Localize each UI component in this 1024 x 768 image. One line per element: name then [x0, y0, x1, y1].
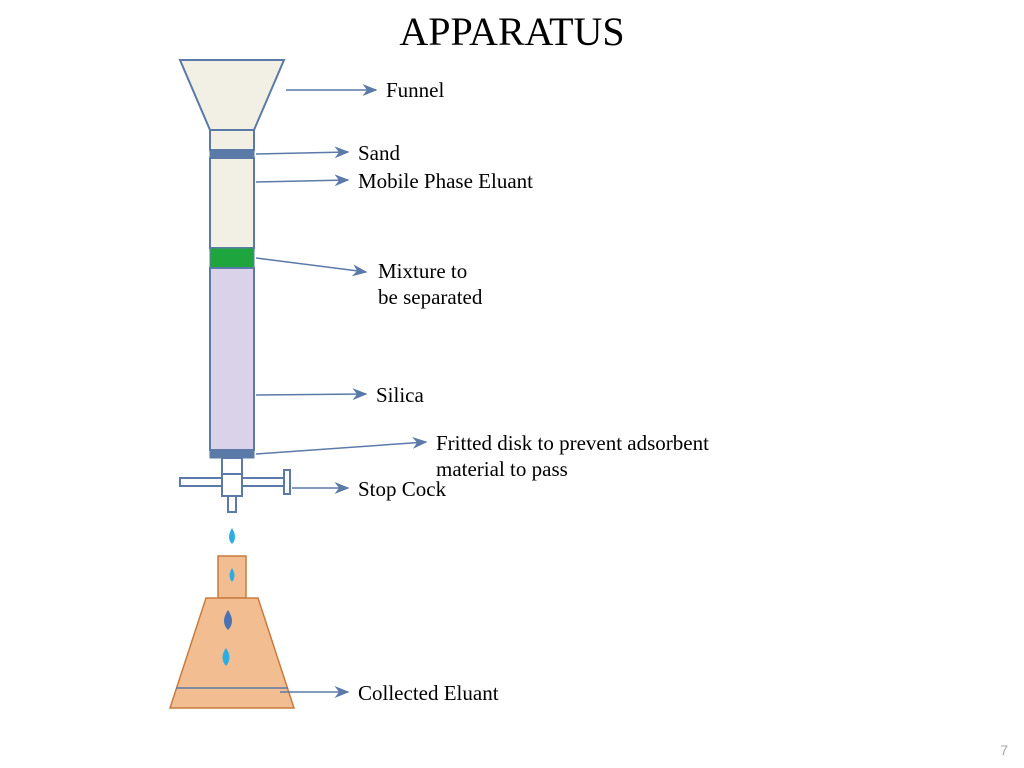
eluant-layer	[210, 158, 254, 248]
flask-body	[170, 598, 294, 708]
fritted-disk	[210, 450, 254, 458]
column-base	[222, 458, 242, 474]
arrow-sand	[256, 152, 348, 154]
drop-1	[229, 528, 235, 544]
arrow-fritted	[256, 442, 426, 454]
arrow-mixture	[256, 258, 366, 272]
mixture-layer	[210, 248, 254, 268]
outlet-tip	[228, 496, 236, 512]
apparatus-diagram	[0, 0, 1024, 768]
arrow-silica	[256, 394, 366, 395]
funnel-shape	[180, 60, 284, 130]
sand-layer	[210, 150, 254, 158]
stopcock-body	[222, 474, 242, 496]
arrow-eluant	[256, 180, 348, 182]
stopcock-handle	[284, 470, 290, 494]
funnel-neck	[210, 130, 254, 150]
silica-layer	[210, 268, 254, 450]
